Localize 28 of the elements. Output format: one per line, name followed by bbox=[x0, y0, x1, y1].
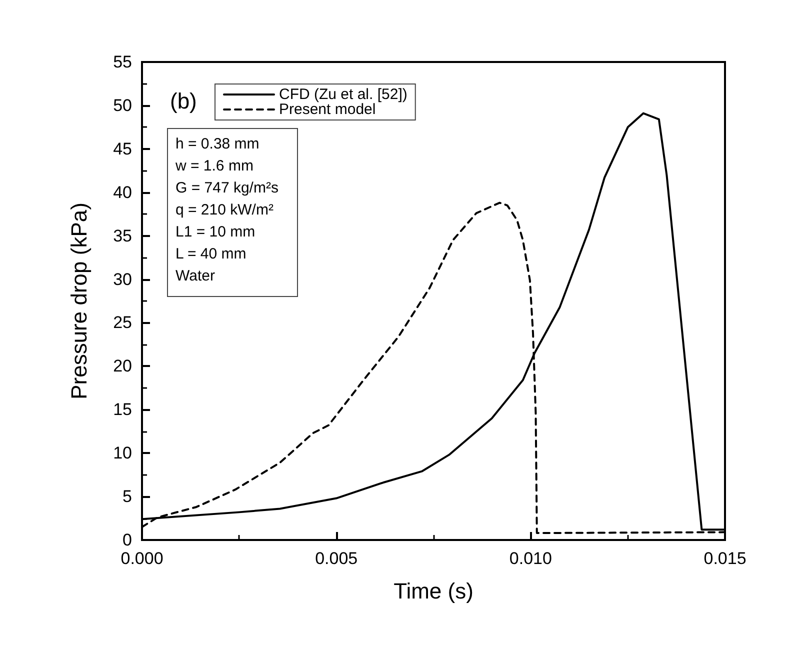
annotation: (b) bbox=[170, 88, 197, 114]
annotation: Water bbox=[176, 268, 215, 284]
x-tick-label: 0.015 bbox=[704, 549, 746, 568]
legend-label: Present model bbox=[279, 101, 376, 118]
y-tick-label: 30 bbox=[113, 270, 132, 289]
annotation: L1 = 10 mm bbox=[176, 224, 256, 240]
y-tick-label: 10 bbox=[113, 444, 132, 463]
annotation: w = 1.6 mm bbox=[174, 158, 254, 174]
annotation: L = 40 mm bbox=[176, 246, 246, 262]
annotation: q = 210 kW/m² bbox=[176, 202, 274, 218]
y-tick-label: 45 bbox=[113, 139, 132, 158]
y-tick-label: 20 bbox=[113, 356, 132, 376]
y-tick-label: 35 bbox=[113, 226, 132, 246]
y-tick-label: 15 bbox=[113, 400, 132, 420]
y-tick-label: 55 bbox=[113, 52, 132, 72]
y-tick-label: 0 bbox=[122, 530, 132, 550]
legend-label: CFD (Zu et al. [52]) bbox=[279, 86, 408, 103]
y-tick-label: 25 bbox=[113, 313, 132, 332]
x-axis-title: Time (s) bbox=[394, 578, 474, 604]
x-tick-label: 0.000 bbox=[120, 549, 164, 568]
x-tick-label: 0.005 bbox=[315, 549, 358, 568]
y-axis-title: Pressure drop (kPa) bbox=[66, 202, 92, 400]
x-tick-label: 0.010 bbox=[509, 549, 552, 568]
y-tick-label: 40 bbox=[113, 182, 132, 202]
annotation: G = 747 kg/m²s bbox=[176, 180, 278, 196]
annotation: h = 0.38 mm bbox=[176, 136, 260, 152]
y-tick-label: 50 bbox=[113, 96, 132, 115]
y-tick-label: 5 bbox=[122, 487, 132, 506]
